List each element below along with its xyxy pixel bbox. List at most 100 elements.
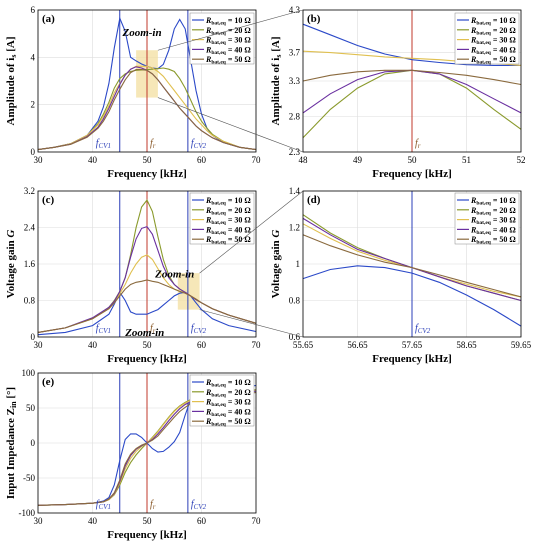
x-axis-title: Frequency [kHz] [107, 529, 187, 541]
legend-entry: Rbat,eq = 50 Ω [470, 55, 516, 65]
y-axis-title: Amplitude of is [A] [270, 37, 283, 126]
y-tick-label: 1 [296, 259, 301, 269]
x-tick-label: 70 [252, 155, 262, 165]
series-line-s10 [302, 23, 521, 66]
legend-entry: Rbat,eq = 50 Ω [205, 417, 251, 428]
x-tick-label: 40 [88, 340, 98, 350]
chart-panel-2: fr 48 49 50 51 52 2.3 2.8 3.3 3.7 4.3 Frequency [kH… [270, 5, 526, 180]
legend-entry: Rbat,eq = 30 Ω [470, 216, 516, 227]
x-axis-title: Frequency [kHz] [107, 168, 187, 180]
legend-box [454, 12, 520, 65]
axes-frame [302, 9, 522, 153]
x-tick-label: 60 [197, 155, 207, 165]
x-tick-label: 51 [462, 155, 471, 165]
panel-label: (d) [307, 194, 321, 206]
x-axis-title: Frequency [kHz] [107, 353, 187, 365]
x-tick-label: 58.65 [456, 340, 477, 350]
legend-entry: Rbat,eq = 10 Ω [205, 378, 251, 389]
y-tick-label: 0.6 [289, 332, 301, 342]
y-tick-label: 0 [31, 332, 36, 342]
y-tick-label: 0 [31, 438, 36, 448]
y-axis-title: Amplitude of is [A] [5, 37, 18, 126]
y-tick-label: 1.4 [289, 186, 301, 196]
zoom-connector-line [157, 97, 304, 153]
y-tick-label: 2.3 [289, 147, 301, 157]
y-tick-label: 3.7 [289, 48, 301, 58]
zoom-in-label: Zoom-in [121, 27, 161, 39]
panel-label: (c) [42, 194, 55, 206]
legend-entry: Rbat,eq = 50 Ω [205, 235, 251, 246]
y-tick-label: 6 [31, 5, 36, 15]
series-line-s50 [302, 69, 522, 86]
zoom-connector-line [199, 309, 304, 338]
x-tick-label: 56.65 [347, 340, 368, 350]
y-tick-label: 1.6 [24, 259, 36, 269]
panel-label: (e) [42, 376, 55, 388]
x-tick-label: 48 [299, 155, 309, 165]
chart-panel-1: fCV1 fCV2 fr 30 40 50 60 70 0 2 4 6 Frequency [kHz] A… [5, 5, 261, 180]
legend-entry: Rbat,eq = 50 Ω [470, 235, 516, 246]
y-tick-label: 4.3 [289, 5, 301, 15]
zoom-in-label: Zoom-in [124, 327, 164, 339]
x-tick-label: 60 [197, 516, 207, 526]
y-axis-title: Voltage gain G [270, 230, 282, 299]
x-tick-label: 70 [252, 516, 262, 526]
legend-entry: Rbat,eq = 30 Ω [205, 398, 251, 409]
x-tick-label: 50 [408, 155, 418, 165]
chart-panel-3: fCV1 fCV2 fr 30 40 50 60 70 0 0.8 1.6 2.4 3.2 Frequen… [5, 186, 261, 365]
axes-frame [37, 9, 257, 153]
y-tick-label: 50 [26, 403, 36, 413]
panel-label: (b) [307, 13, 321, 25]
x-tick-label: 59.65 [511, 340, 532, 350]
legend-box [189, 192, 255, 245]
legend-entry: Rbat,eq = 20 Ω [470, 206, 516, 217]
label-fr: fr [415, 138, 421, 150]
y-axis-title: Input Impedance Zin [°] [5, 387, 18, 499]
legend-entry: Rbat,eq = 40 Ω [205, 407, 251, 418]
series-line-s50 [37, 69, 257, 151]
x-tick-label: 50 [143, 516, 153, 526]
x-tick-label: 30 [34, 340, 44, 350]
series-line-s20 [37, 67, 257, 151]
x-tick-label: 55.65 [293, 340, 314, 350]
series-line-s30 [37, 65, 257, 151]
legend-entry: Rbat,eq = 20 Ω [205, 388, 251, 399]
x-tick-label: 50 [143, 155, 153, 165]
y-tick-label: -100 [19, 508, 36, 518]
series-line-s10 [37, 291, 257, 336]
x-tick-label: 30 [34, 516, 44, 526]
y-tick-label: 2.4 [24, 223, 36, 233]
label-fcv2: fCV2 [415, 323, 431, 335]
x-tick-label: 52 [517, 155, 526, 165]
zoom-connector-line [157, 9, 304, 51]
x-tick-label: 40 [88, 516, 98, 526]
legend-entry: Rbat,eq = 10 Ω [205, 16, 251, 27]
chart-panel-5: fCV1 fCV2 fr 30 40 50 60 70 -100 -50 0 50 100 Frequen… [5, 368, 261, 541]
label-fr: fr [150, 323, 156, 335]
x-axis-title: Frequency [kHz] [372, 353, 452, 365]
y-tick-label: 100 [22, 368, 36, 378]
x-tick-label: 30 [34, 155, 44, 165]
y-axis-title: Voltage gain G [5, 230, 17, 299]
series-line-s50 [37, 279, 257, 333]
y-tick-label: 2.8 [289, 112, 301, 122]
axes-frame [302, 190, 522, 338]
x-tick-label: 70 [252, 340, 262, 350]
legend-entry: Rbat,eq = 40 Ω [205, 225, 251, 236]
x-tick-label: 50 [143, 340, 153, 350]
legend-entry: Rbat,eq = 40 Ω [205, 45, 251, 56]
legend-entry: Rbat,eq = 10 Ω [205, 196, 251, 207]
y-tick-label: 0.8 [24, 296, 36, 306]
axes-frame [37, 190, 257, 338]
y-tick-label: 1.2 [289, 223, 300, 233]
series-line-s50 [302, 234, 522, 298]
label-fcv2: fCV2 [191, 323, 207, 335]
x-tick-label: 57.65 [402, 340, 423, 350]
axes-frame [37, 372, 257, 514]
x-tick-label: 40 [88, 155, 98, 165]
label-fcv1: fCV1 [96, 323, 111, 335]
label-fcv2: fCV2 [191, 499, 207, 511]
y-tick-label: 2 [31, 100, 36, 110]
y-tick-label: -50 [23, 473, 35, 483]
